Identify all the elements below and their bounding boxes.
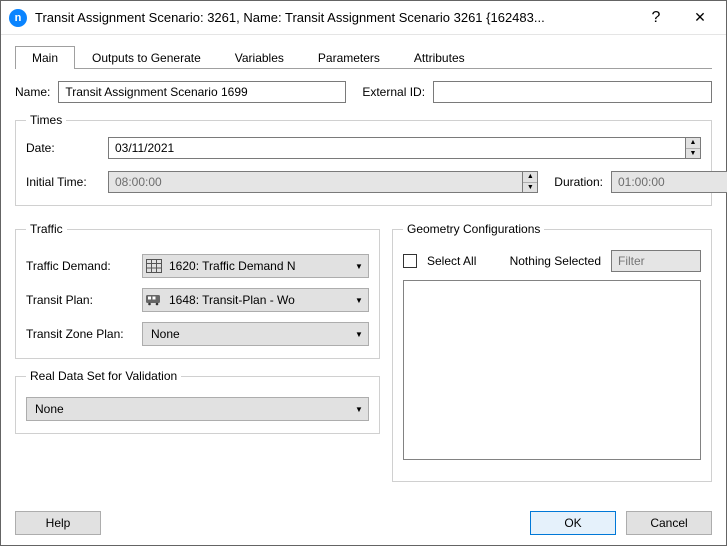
cancel-button[interactable]: Cancel (626, 511, 712, 535)
name-label: Name: (15, 85, 50, 99)
geometry-filter-input[interactable] (611, 250, 701, 272)
initial-time-input (108, 171, 522, 193)
transit-plan-value: 1648: Transit-Plan - Wo (165, 293, 350, 307)
chevron-down-icon: ▼ (350, 330, 368, 339)
app-icon: n (9, 9, 27, 27)
traffic-group: Traffic Traffic Demand: 1620: Traffic De… (15, 222, 380, 359)
transit-zone-select[interactable]: None ▼ (142, 322, 369, 346)
chevron-down-icon: ▼ (350, 262, 368, 271)
initial-time-spinner: ▲▼ (522, 171, 538, 193)
tab-attributes[interactable]: Attributes (397, 46, 482, 69)
tab-main[interactable]: Main (15, 46, 75, 69)
tabstrip: Main Outputs to Generate Variables Param… (15, 45, 712, 69)
date-label: Date: (26, 141, 100, 155)
tab-variables[interactable]: Variables (218, 46, 301, 69)
realdata-select[interactable]: None ▼ (26, 397, 369, 421)
transit-zone-value: None (143, 327, 350, 341)
select-all-checkbox[interactable] (403, 254, 417, 268)
duration-label: Duration: (554, 175, 603, 189)
times-legend: Times (26, 113, 66, 127)
external-id-input[interactable] (433, 81, 712, 103)
traffic-demand-label: Traffic Demand: (26, 259, 134, 273)
close-icon[interactable]: ✕ (678, 3, 722, 33)
external-id-label: External ID: (362, 85, 425, 99)
dialog-footer: Help OK Cancel (15, 511, 712, 535)
duration-input (611, 171, 727, 193)
window-title: Transit Assignment Scenario: 3261, Name:… (35, 10, 634, 25)
help-icon[interactable]: ? (634, 3, 678, 33)
transit-plan-label: Transit Plan: (26, 293, 134, 307)
transit-zone-label: Transit Zone Plan: (26, 327, 134, 341)
transit-plan-select[interactable]: 1648: Transit-Plan - Wo ▼ (142, 288, 369, 312)
chevron-down-icon: ▼ (350, 405, 368, 414)
realdata-legend: Real Data Set for Validation (26, 369, 181, 383)
times-group: Times Date: ▲▼ Initial Time: ▲▼ Duration… (15, 113, 712, 206)
geometry-list[interactable] (403, 280, 701, 460)
bus-icon (143, 293, 165, 307)
realdata-group: Real Data Set for Validation None ▼ (15, 369, 380, 434)
geometry-legend: Geometry Configurations (403, 222, 544, 236)
ok-button[interactable]: OK (530, 511, 616, 535)
traffic-demand-value: 1620: Traffic Demand N (165, 259, 350, 273)
tab-parameters[interactable]: Parameters (301, 46, 397, 69)
traffic-demand-select[interactable]: 1620: Traffic Demand N ▼ (142, 254, 369, 278)
name-input[interactable] (58, 81, 346, 103)
date-spinner[interactable]: ▲▼ (685, 137, 701, 159)
chevron-down-icon: ▼ (350, 296, 368, 305)
traffic-legend: Traffic (26, 222, 67, 236)
grid-icon (143, 259, 165, 273)
initial-time-label: Initial Time: (26, 175, 100, 189)
realdata-value: None (27, 402, 350, 416)
select-all-label: Select All (427, 254, 476, 268)
geometry-status: Nothing Selected (510, 254, 601, 268)
tab-outputs[interactable]: Outputs to Generate (75, 46, 218, 69)
geometry-group: Geometry Configurations Select All Nothi… (392, 222, 712, 482)
help-button[interactable]: Help (15, 511, 101, 535)
date-input[interactable] (108, 137, 685, 159)
titlebar: n Transit Assignment Scenario: 3261, Nam… (1, 1, 726, 35)
